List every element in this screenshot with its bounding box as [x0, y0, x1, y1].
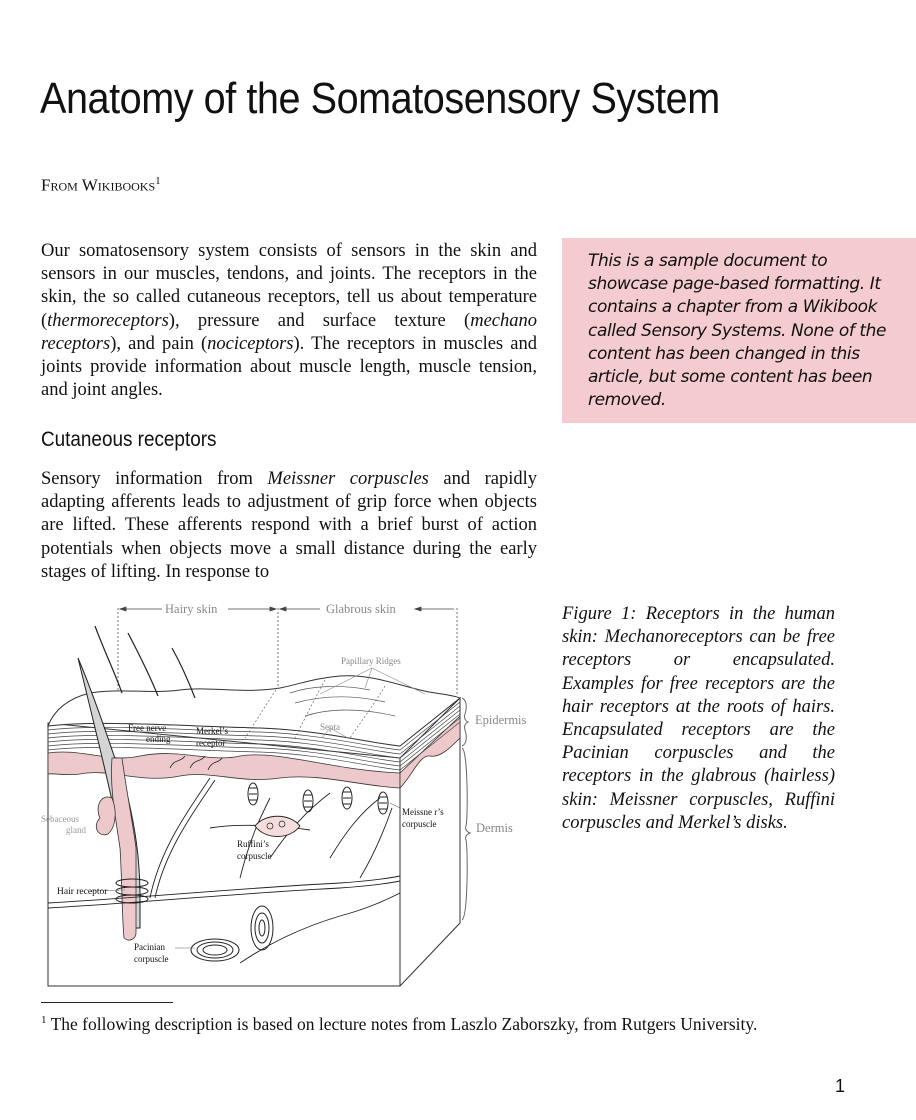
label-dermis: Dermis: [476, 821, 513, 835]
label-meissner-2: corpuscle: [402, 819, 436, 829]
label-sebaceous-1: Sebaceous: [41, 814, 79, 824]
label-papillary-ridges: Papillary Ridges: [341, 656, 401, 666]
byline-text: From Wikibooks: [41, 175, 156, 195]
label-free-nerve-2: ending: [146, 734, 171, 744]
label-meissner-1: Meissne r’s: [402, 807, 444, 817]
intro-paragraph: Our somatosensory system consists of sen…: [41, 241, 537, 401]
page-number: 1: [835, 1076, 846, 1096]
footnote-ref[interactable]: 1: [155, 175, 161, 187]
label-septa: Septa: [320, 722, 340, 732]
label-epidermis: Epidermis: [475, 713, 527, 727]
label-merkel-2: receptor: [196, 738, 225, 748]
footnote: 1 The following description is based on …: [41, 1014, 757, 1035]
label-merkel-1: Merkel’s: [196, 726, 228, 736]
label-ruffini-1: Ruffini’s: [237, 839, 269, 849]
footnote-divider: [41, 1002, 173, 1003]
section-paragraph: Sensory information from Meissner corpus…: [41, 469, 537, 582]
label-glabrous-skin: Glabrous skin: [326, 602, 397, 616]
skin-receptors-figure: Hairy skin Glabrous skin Papillary Ridge…: [41, 602, 527, 987]
figure-caption: Figure 1: Receptors in the hu­man skin: …: [562, 604, 835, 833]
label-sebaceous-2: gland: [66, 825, 86, 835]
sample-note-box: This is a sample document to showcase pa…: [562, 238, 916, 423]
label-hair-receptor: Hair receptor: [57, 887, 108, 897]
footnote-mark: 1: [41, 1014, 47, 1027]
footnote-text: The following description is based on le…: [50, 1014, 758, 1034]
section-heading: Cutaneous receptors: [41, 428, 217, 451]
label-pacinian-1: Pacinian: [134, 942, 165, 952]
label-pacinian-2: corpuscle: [134, 954, 168, 964]
label-free-nerve-1: Free nerve: [128, 723, 166, 733]
label-ruffini-2: corpuscle: [237, 851, 271, 861]
byline: From Wikibooks1: [41, 175, 161, 196]
label-hairy-skin: Hairy skin: [165, 602, 218, 616]
document-title: Anatomy of the Somatosensory System: [40, 74, 720, 123]
